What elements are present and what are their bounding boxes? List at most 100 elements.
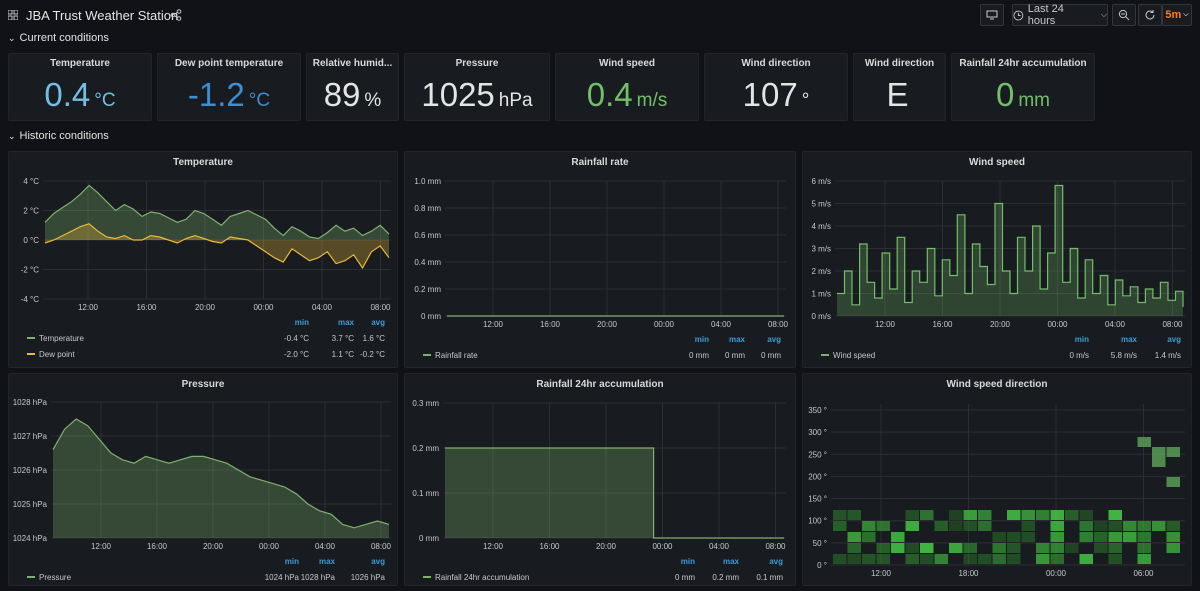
heatmap-cell[interactable] xyxy=(1137,554,1152,564)
heatmap-cell[interactable] xyxy=(1166,477,1181,487)
dashboard-grid-icon[interactable] xyxy=(8,10,18,20)
heatmap-cell[interactable] xyxy=(934,521,949,531)
heatmap-cell[interactable] xyxy=(1007,532,1021,542)
zoom-out-button[interactable] xyxy=(1112,4,1136,26)
heatmap-cell[interactable] xyxy=(1108,554,1123,564)
panel-pressure[interactable]: Pressure 1028 hPa 1027 hPa 1026 hPa 1025 hP… xyxy=(8,373,398,586)
panel-wind-speed[interactable]: Wind speed 6 m/s 5 m/s 4 m/s 3 m/s 2 m/s 1 m/… xyxy=(802,151,1192,368)
series-line[interactable] xyxy=(44,184,390,240)
heatmap-cell[interactable] xyxy=(1152,447,1166,457)
temperature-chart[interactable]: 4 °C 2 °C 0 °C -2 °C -4 °C 12:00 16:00 20:00 00:… xyxy=(9,152,399,369)
heatmap-cell[interactable] xyxy=(833,521,847,531)
series-line[interactable] xyxy=(837,184,1184,308)
heatmap-cell[interactable] xyxy=(1036,554,1050,564)
heatmap-cell[interactable] xyxy=(862,521,876,531)
heatmap-cell[interactable] xyxy=(992,532,1007,542)
heatmap-cell[interactable] xyxy=(963,554,978,564)
series-line[interactable] xyxy=(445,447,784,539)
legend-series-name[interactable]: Dew point xyxy=(39,350,75,359)
heatmap-cell[interactable] xyxy=(1137,521,1152,531)
heatmap-cell[interactable] xyxy=(1050,532,1065,542)
wind-direction-heatmap[interactable]: 350 ° 300 ° 250 ° 200 ° 150 ° 100 ° 50 ° 0 ° 12:… xyxy=(803,374,1193,587)
heatmap-cell[interactable] xyxy=(1137,543,1152,553)
heatmap-cell[interactable] xyxy=(1108,510,1123,520)
refresh-button[interactable] xyxy=(1138,4,1162,26)
heatmap-cell[interactable] xyxy=(1094,532,1108,542)
rainfall-rate-chart[interactable]: 1.0 mm 0.8 mm 0.6 mm 0.4 mm 0.2 mm 0 mm 12:00 1… xyxy=(405,152,797,369)
heatmap-cell[interactable] xyxy=(876,543,891,553)
legend-series-name[interactable]: Wind speed xyxy=(833,351,875,360)
stat-panel[interactable]: Relative humid... 89% xyxy=(306,53,399,121)
heatmap-cell[interactable] xyxy=(1123,521,1137,531)
tv-mode-button[interactable] xyxy=(980,4,1004,26)
heatmap-cell[interactable] xyxy=(891,543,905,553)
heatmap-cell[interactable] xyxy=(1108,532,1123,542)
heatmap-cell[interactable] xyxy=(862,554,876,564)
heatmap-cell[interactable] xyxy=(1007,510,1021,520)
heatmap-cell[interactable] xyxy=(978,521,992,531)
row-historic-conditions[interactable]: ⌄ Historic conditions xyxy=(8,130,109,142)
dashboard-title[interactable]: JBA Trust Weather Station xyxy=(26,8,179,23)
time-range-picker[interactable]: Last 24 hours ⌵ xyxy=(1012,3,1108,27)
panel-title[interactable]: Temperature xyxy=(173,157,233,168)
pressure-chart[interactable]: 1028 hPa 1027 hPa 1026 hPa 1025 hPa 1024 hPa… xyxy=(9,374,399,587)
heatmap-cell[interactable] xyxy=(992,554,1007,564)
panel-rainfall-rate[interactable]: Rainfall rate 1.0 mm 0.8 mm 0.6 mm 0.4 mm 0.… xyxy=(404,151,796,368)
heatmap-cell[interactable] xyxy=(1079,521,1094,531)
heatmap-cell[interactable] xyxy=(1050,510,1065,520)
panel-title[interactable]: Wind speed direction xyxy=(946,379,1048,390)
panel-title[interactable]: Rainfall rate xyxy=(571,157,629,168)
stat-panel[interactable]: Wind direction E xyxy=(853,53,946,121)
heatmap-cell[interactable] xyxy=(862,532,876,542)
heatmap-cell[interactable] xyxy=(1094,521,1108,531)
heatmap-cell[interactable] xyxy=(963,543,978,553)
heatmap-cell[interactable] xyxy=(1079,510,1094,520)
refresh-interval-picker[interactable]: 5m ⌵ xyxy=(1162,4,1192,26)
heatmap-cell[interactable] xyxy=(992,543,1007,553)
series-line[interactable] xyxy=(44,223,390,270)
heatmap-cell[interactable] xyxy=(1166,447,1181,457)
row-current-conditions[interactable]: ⌄ Current conditions xyxy=(8,32,109,44)
rainfall-accumulation-chart[interactable]: 0.3 mm 0.2 mm 0.1 mm 0 mm 12:00 16:00 20:00 00:… xyxy=(405,374,797,587)
heatmap-cell[interactable] xyxy=(1123,532,1137,542)
heatmap-cell[interactable] xyxy=(1007,543,1021,553)
heatmap-cell[interactable] xyxy=(1021,521,1036,531)
panel-wind-speed-direction[interactable]: Wind speed direction 350 ° 300 ° 250 ° 200 … xyxy=(802,373,1192,586)
heatmap-cell[interactable] xyxy=(876,521,891,531)
stat-panel[interactable]: Pressure 1025 hPa xyxy=(404,53,550,121)
heatmap-cell[interactable] xyxy=(920,510,934,520)
wind-speed-chart[interactable]: 6 m/s 5 m/s 4 m/s 3 m/s 2 m/s 1 m/s 0 m/s 12:00… xyxy=(803,152,1193,369)
share-icon[interactable] xyxy=(170,9,182,21)
heatmap-cell[interactable] xyxy=(1021,532,1036,542)
heatmap-cell[interactable] xyxy=(1050,554,1065,564)
panel-title[interactable]: Pressure xyxy=(181,379,225,390)
stat-panel[interactable]: Wind speed 0.4 m/s xyxy=(555,53,699,121)
heatmap-cell[interactable] xyxy=(1137,437,1152,447)
heatmap-cell[interactable] xyxy=(1137,532,1152,542)
stat-panel[interactable]: Rainfall 24hr accumulation 0 mm xyxy=(951,53,1095,121)
panel-title[interactable]: Wind speed xyxy=(968,157,1026,168)
heatmap-cell[interactable] xyxy=(1065,543,1079,553)
legend-series-name[interactable]: Rainfall rate xyxy=(435,351,478,360)
heatmap-cell[interactable] xyxy=(847,554,862,564)
heatmap-cell[interactable] xyxy=(833,554,847,564)
panel-rainfall-accumulation[interactable]: Rainfall 24hr accumulation 0.3 mm 0.2 mm 0… xyxy=(404,373,796,586)
heatmap-cell[interactable] xyxy=(978,554,992,564)
heatmap-cell[interactable] xyxy=(963,521,978,531)
heatmap-cell[interactable] xyxy=(963,510,978,520)
heatmap-cell[interactable] xyxy=(1152,457,1166,467)
heatmap-cell[interactable] xyxy=(920,554,934,564)
heatmap-cell[interactable] xyxy=(934,554,949,564)
heatmap-cell[interactable] xyxy=(847,543,862,553)
heatmap-cell[interactable] xyxy=(905,521,920,531)
heatmap-cell[interactable] xyxy=(1021,510,1036,520)
heatmap-cell[interactable] xyxy=(978,510,992,520)
heatmap-cell[interactable] xyxy=(1065,510,1079,520)
heatmap-cell[interactable] xyxy=(905,510,920,520)
heatmap-cell[interactable] xyxy=(1050,543,1065,553)
heatmap-cell[interactable] xyxy=(920,543,934,553)
heatmap-cell[interactable] xyxy=(1079,554,1094,564)
heatmap-cell[interactable] xyxy=(1036,510,1050,520)
heatmap-cell[interactable] xyxy=(833,510,847,520)
heatmap-cell[interactable] xyxy=(1094,543,1108,553)
